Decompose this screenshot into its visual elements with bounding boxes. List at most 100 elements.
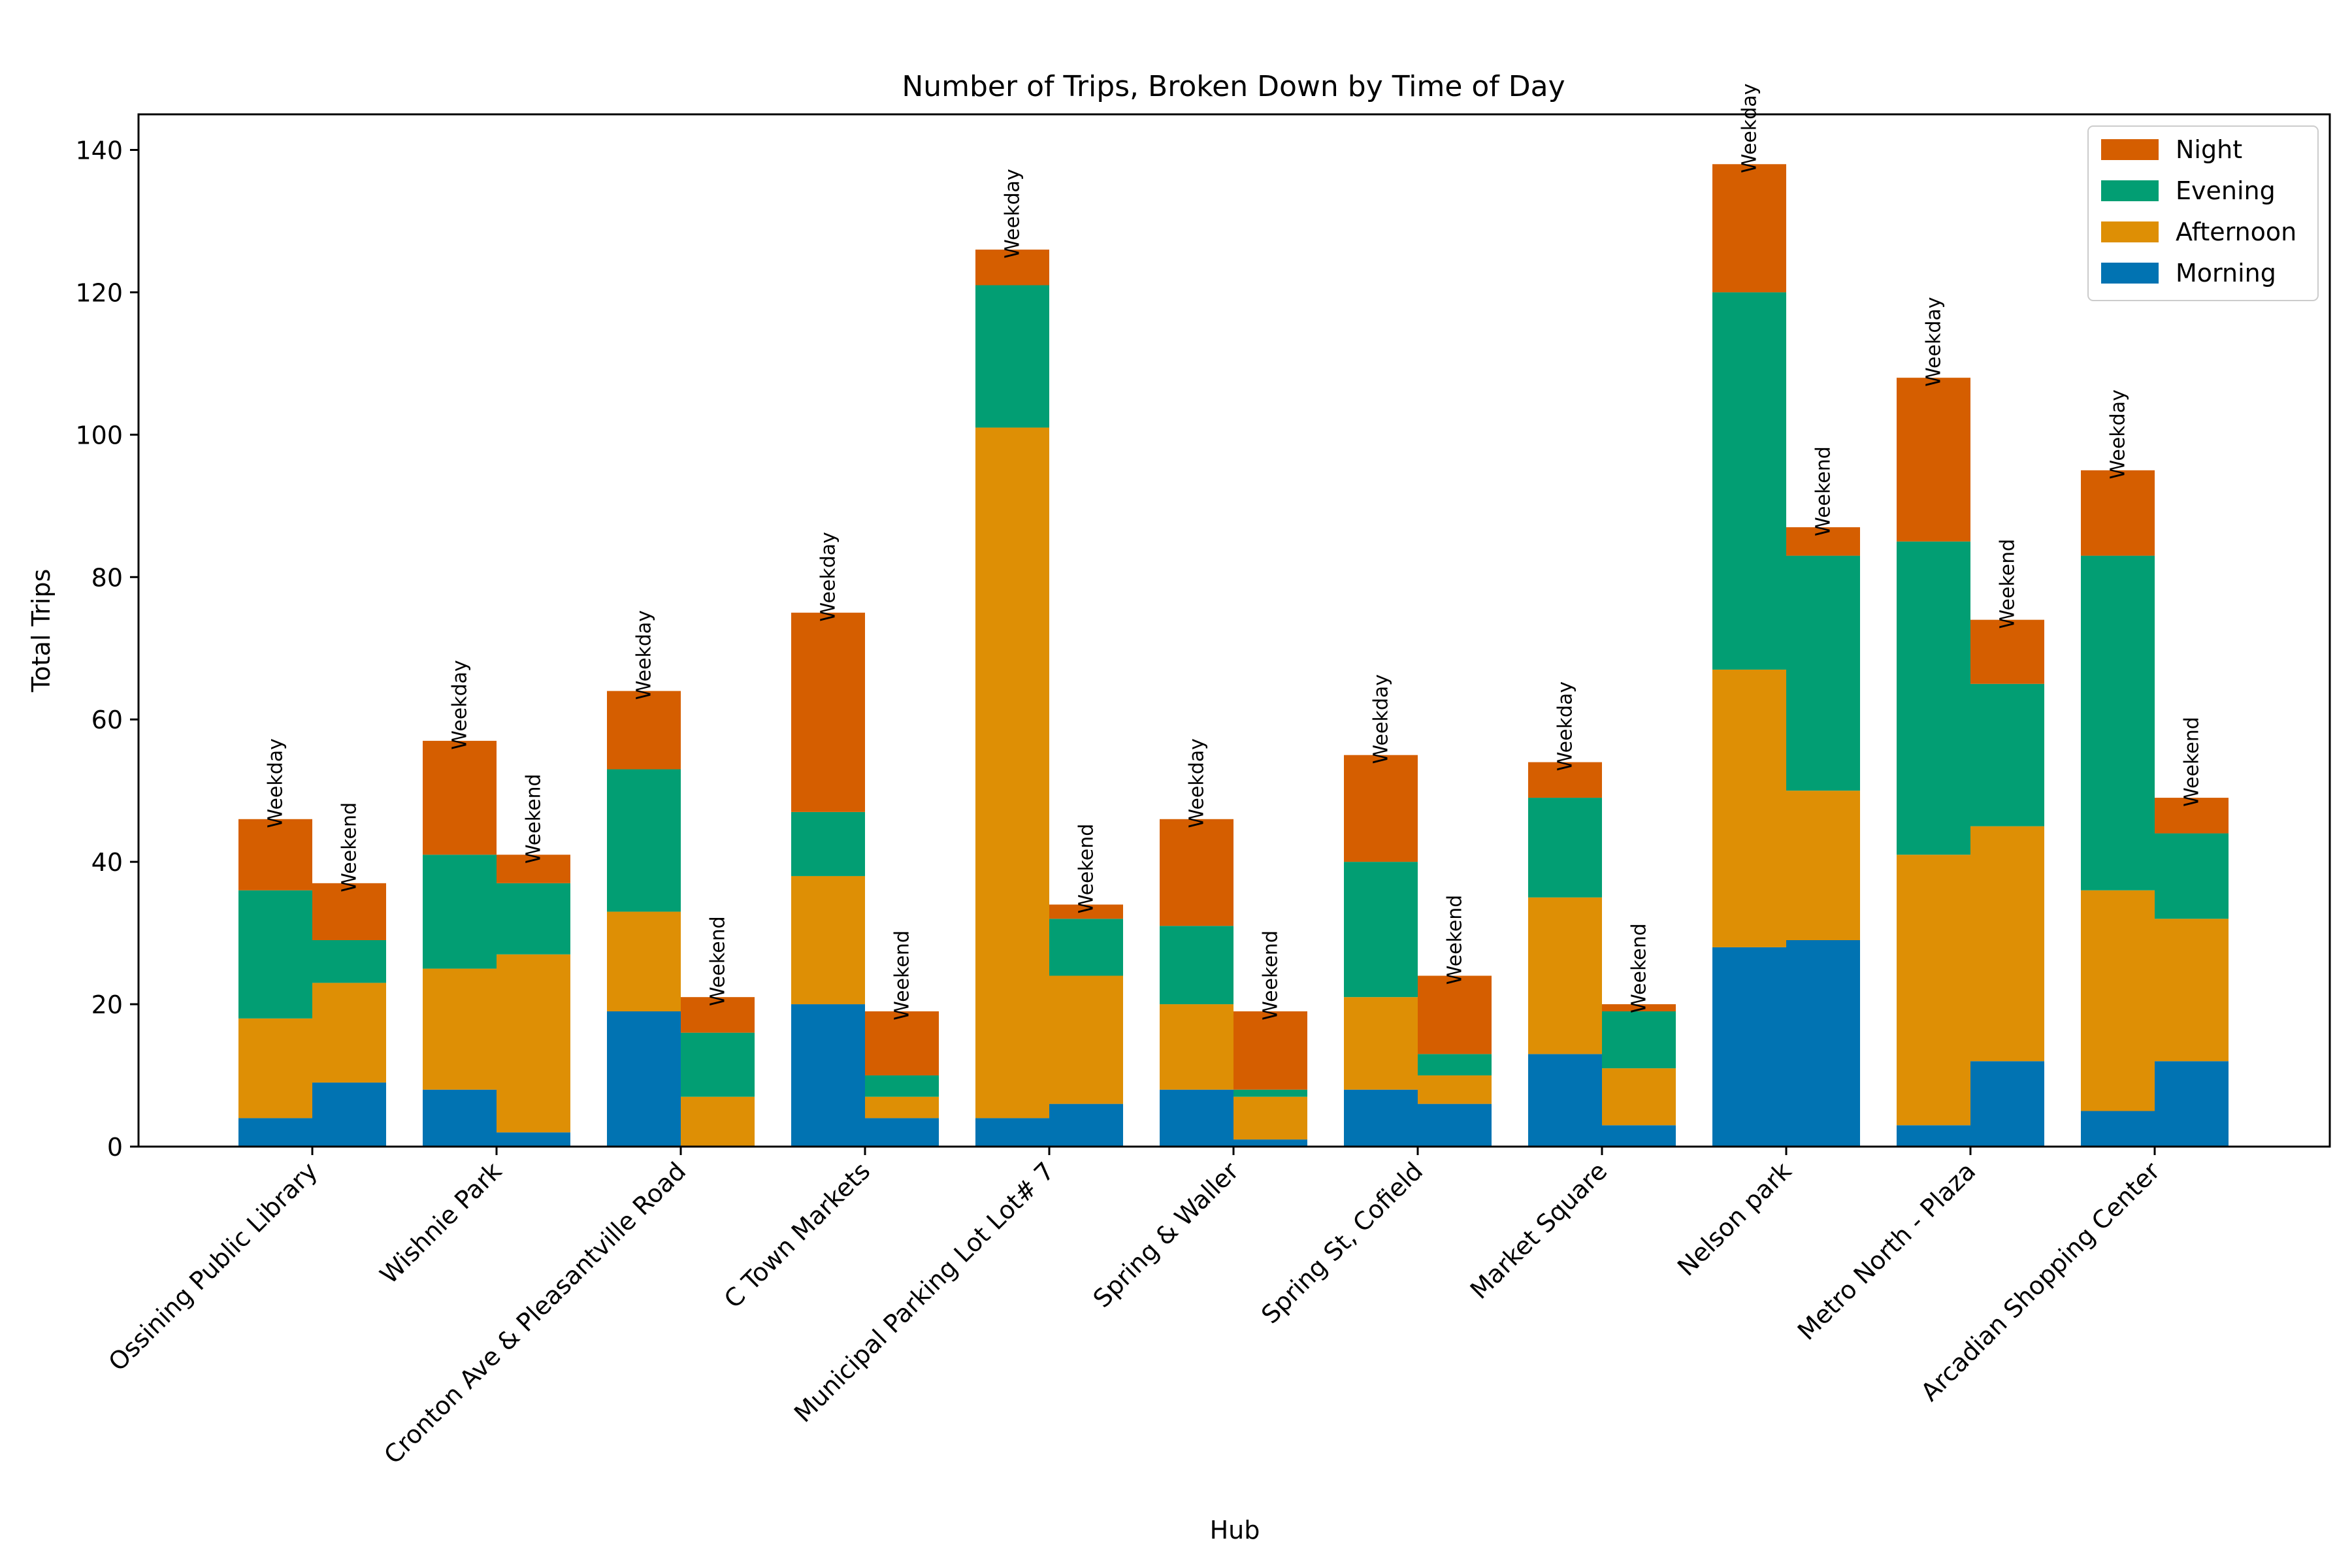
legend-label-night: Night (2176, 135, 2242, 164)
bar-cronton-ave-pleasantville-road-weekday-evening (607, 769, 681, 912)
y-tick-label: 60 (91, 706, 123, 734)
y-tick-label: 0 (107, 1133, 123, 1162)
bar-ossining-public-library-weekday-night (238, 819, 312, 890)
bar-ossining-public-library-weekday-morning (238, 1118, 312, 1147)
bar-metro-north-plaza-weekend-evening (1970, 683, 2044, 826)
bar-spring-waller-weekday-morning (1160, 1089, 1233, 1147)
bar-arcadian-shopping-center-weekend-afternoon (2155, 919, 2229, 1062)
bar-c-town-markets-weekend-afternoon (865, 1096, 939, 1119)
y-tick-label: 20 (91, 990, 123, 1019)
bar-group-label-weekday: Weekday (633, 610, 656, 700)
x-axis-label: Hub (1210, 1516, 1260, 1544)
bar-c-town-markets-weekend-evening (865, 1075, 939, 1097)
chart-title: Number of Trips, Broken Down by Time of … (902, 70, 1565, 103)
bar-nelson-park-weekday-night (1712, 164, 1786, 293)
bar-spring-waller-weekday-night (1160, 819, 1233, 926)
bar-market-square-weekend-evening (1602, 1011, 1676, 1069)
bar-arcadian-shopping-center-weekday-evening (2081, 555, 2155, 890)
bar-nelson-park-weekday-afternoon (1712, 669, 1786, 947)
legend-label-afternoon: Afternoon (2176, 218, 2296, 246)
bar-group-label-weekend: Weekend (1075, 824, 1098, 914)
bar-group-label-weekend: Weekend (338, 802, 361, 892)
bar-wishnie-park-weekday-evening (423, 855, 497, 969)
bar-wishnie-park-weekend-evening (497, 883, 570, 955)
bar-spring-waller-weekend-morning (1233, 1139, 1307, 1147)
bar-c-town-markets-weekday-night (791, 612, 865, 812)
bar-nelson-park-weekday-evening (1712, 292, 1786, 670)
bar-group-label-weekday: Weekday (2107, 389, 2130, 479)
bar-ossining-public-library-weekend-afternoon (312, 983, 386, 1083)
bar-metro-north-plaza-weekday-night (1897, 378, 1970, 542)
bar-market-square-weekday-evening (1528, 798, 1602, 898)
bar-ossining-public-library-weekend-evening (312, 940, 386, 983)
bar-group-label-weekday: Weekday (1554, 681, 1577, 771)
bar-group-label-weekend: Weekend (1997, 539, 2019, 629)
bar-spring-st-cofield-weekday-night (1344, 755, 1418, 862)
bar-metro-north-plaza-weekend-morning (1970, 1061, 2044, 1147)
bar-arcadian-shopping-center-weekend-evening (2155, 833, 2229, 919)
bar-group-label-weekend: Weekend (1812, 446, 1835, 536)
bar-arcadian-shopping-center-weekday-afternoon (2081, 890, 2155, 1111)
bar-ossining-public-library-weekday-evening (238, 890, 312, 1019)
bar-municipal-parking-lot-lot-7-weekday-morning (975, 1118, 1049, 1147)
bar-cronton-ave-pleasantville-road-weekday-night (607, 691, 681, 770)
bar-group-label-weekend: Weekend (1260, 930, 1282, 1021)
bar-arcadian-shopping-center-weekend-night (2155, 798, 2229, 834)
bar-municipal-parking-lot-lot-7-weekday-night (975, 250, 1049, 286)
bar-market-square-weekend-afternoon (1602, 1068, 1676, 1126)
bar-group-label-weekend: Weekend (707, 916, 730, 1006)
bar-group-label-weekday: Weekday (1186, 738, 1209, 828)
bar-spring-st-cofield-weekend-night (1418, 975, 1492, 1054)
bar-municipal-parking-lot-lot-7-weekend-night (1049, 904, 1123, 919)
bar-metro-north-plaza-weekday-evening (1897, 541, 1970, 855)
bar-wishnie-park-weekday-morning (423, 1089, 497, 1147)
bar-wishnie-park-weekend-night (497, 855, 570, 883)
bar-ossining-public-library-weekend-night (312, 883, 386, 940)
bar-spring-waller-weekend-evening (1233, 1089, 1307, 1097)
legend-swatch-night (2101, 139, 2159, 160)
bar-group-label-weekday: Weekday (265, 738, 287, 828)
bar-group-label-weekday: Weekday (449, 660, 472, 749)
bar-c-town-markets-weekend-morning (865, 1118, 939, 1147)
bar-municipal-parking-lot-lot-7-weekday-afternoon (975, 427, 1049, 1119)
bar-group-label-weekday: Weekday (1923, 297, 1946, 386)
legend-swatch-morning (2101, 263, 2159, 284)
bar-spring-waller-weekend-afternoon (1233, 1096, 1307, 1140)
bar-wishnie-park-weekday-night (423, 740, 497, 855)
bar-c-town-markets-weekday-morning (791, 1004, 865, 1147)
legend-swatch-evening (2101, 180, 2159, 201)
bar-spring-st-cofield-weekday-afternoon (1344, 997, 1418, 1090)
bar-spring-st-cofield-weekday-evening (1344, 862, 1418, 998)
bar-wishnie-park-weekend-afternoon (497, 954, 570, 1133)
bar-nelson-park-weekend-afternoon (1786, 791, 1860, 940)
bar-group-label-weekend: Weekend (523, 774, 546, 864)
bars (238, 164, 2229, 1147)
bar-c-town-markets-weekday-afternoon (791, 875, 865, 1005)
bar-municipal-parking-lot-lot-7-weekend-morning (1049, 1103, 1123, 1147)
bar-market-square-weekend-morning (1602, 1125, 1676, 1147)
bar-cronton-ave-pleasantville-road-weekend-night (681, 997, 755, 1033)
y-tick-label: 40 (91, 848, 123, 877)
bar-nelson-park-weekend-morning (1786, 940, 1860, 1147)
bar-wishnie-park-weekend-morning (497, 1132, 570, 1147)
bar-group-label-weekday: Weekday (1002, 169, 1024, 258)
bar-market-square-weekday-morning (1528, 1054, 1602, 1147)
y-axis: 0 20 40 60 80 100 120 140 (75, 136, 139, 1162)
bar-cronton-ave-pleasantville-road-weekend-evening (681, 1032, 755, 1097)
bar-c-town-markets-weekend-night (865, 1011, 939, 1076)
bar-cronton-ave-pleasantville-road-weekday-morning (607, 1011, 681, 1147)
bar-market-square-weekday-night (1528, 762, 1602, 798)
bar-arcadian-shopping-center-weekday-night (2081, 470, 2155, 556)
bar-municipal-parking-lot-lot-7-weekend-evening (1049, 919, 1123, 976)
bar-metro-north-plaza-weekday-morning (1897, 1125, 1970, 1147)
bar-cronton-ave-pleasantville-road-weekday-afternoon (607, 911, 681, 1011)
bar-ossining-public-library-weekend-morning (312, 1082, 386, 1147)
legend-frame (2087, 125, 2319, 301)
bar-arcadian-shopping-center-weekday-morning (2081, 1111, 2155, 1147)
y-tick-label: 120 (75, 278, 123, 307)
y-axis-label: Total Trips (27, 569, 56, 693)
bar-group-label-weekday: Weekday (817, 532, 840, 621)
bar-labels: Weekday Weekend Weekday Weekend Weekday Weeke… (265, 84, 2204, 1021)
legend-label-morning: Morning (2176, 259, 2276, 287)
